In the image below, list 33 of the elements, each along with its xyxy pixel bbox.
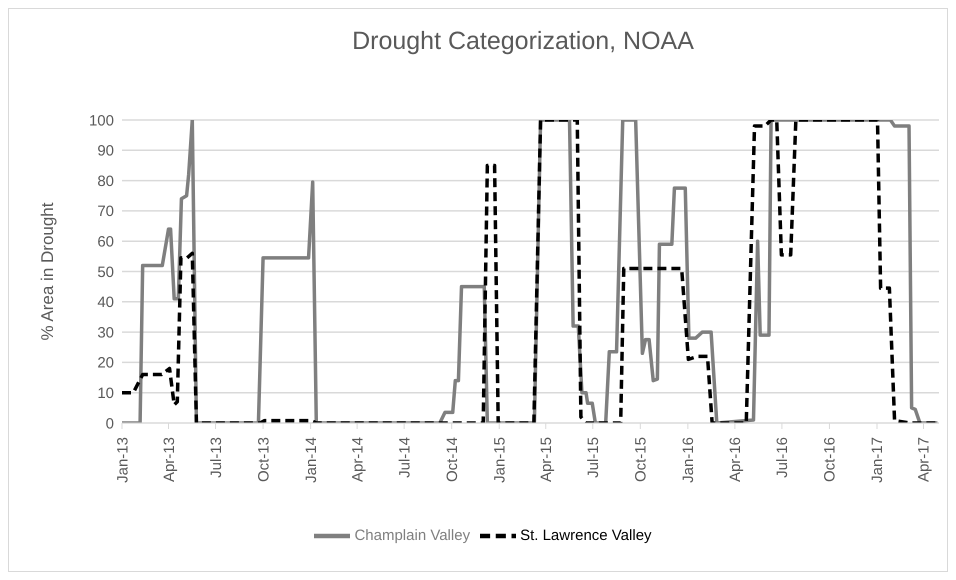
x-tick-label: Oct-13 — [255, 437, 272, 482]
y-tick-label: 0 — [106, 415, 114, 432]
x-tick-label: Jan-14 — [302, 437, 320, 483]
legend-label: St. Lawrence Valley — [520, 526, 652, 544]
x-tick-label: Apr-15 — [538, 437, 555, 482]
x-tick-label: Oct-16 — [822, 437, 839, 482]
x-tick-label: Apr-13 — [160, 437, 178, 482]
x-tick-label: Jan-16 — [680, 437, 698, 483]
x-tick-label: Jan-15 — [491, 437, 508, 483]
y-tick-label: 100 — [88, 112, 114, 130]
x-tick-label: Apr-16 — [727, 437, 744, 482]
y-tick-label: 60 — [97, 234, 114, 251]
x-tick-label: Jul-14 — [396, 437, 414, 478]
x-tick-label: Jan-13 — [114, 437, 132, 483]
chart-title: Drought Categorization, NOAA — [351, 26, 695, 57]
y-tick-label: 10 — [97, 385, 114, 402]
x-tick-label: Jan-17 — [869, 437, 886, 483]
x-tick-label: Jul-15 — [585, 437, 602, 478]
y-axis-title: % Area in Drought — [38, 202, 58, 340]
legend-label: Champlain Valley — [354, 526, 470, 544]
x-tick-label: Jul-16 — [774, 437, 792, 478]
y-tick-label: 30 — [97, 324, 114, 342]
y-tick-label: 40 — [97, 294, 114, 312]
y-tick-label: 70 — [97, 203, 114, 220]
x-tick-label: Oct-14 — [444, 437, 461, 482]
x-tick-label: Oct-15 — [632, 437, 650, 482]
y-tick-label: 80 — [97, 172, 114, 190]
y-tick-label: 90 — [97, 142, 114, 160]
y-tick-label: 20 — [97, 354, 114, 372]
x-tick-label: Apr-14 — [349, 437, 366, 482]
x-tick-label: Apr-17 — [916, 437, 933, 482]
y-tick-label: 50 — [97, 264, 114, 281]
x-tick-label: Jul-13 — [208, 437, 225, 478]
